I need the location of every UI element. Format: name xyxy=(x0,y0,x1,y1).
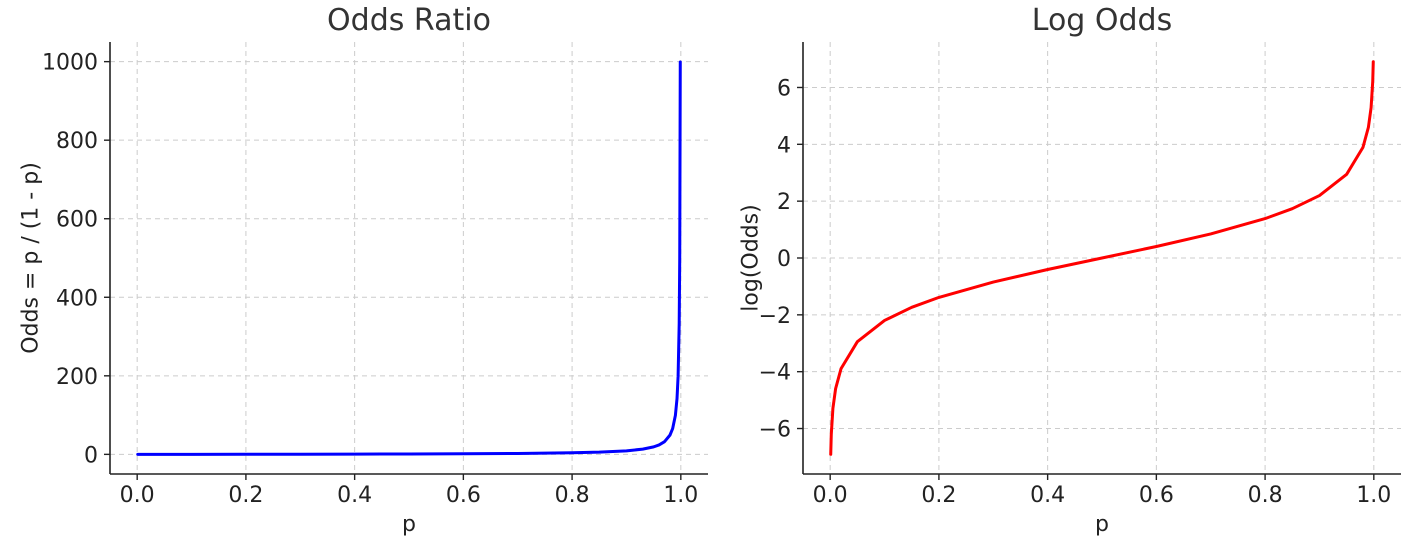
y-tick-label: 6 xyxy=(777,76,791,101)
x-tick-label: 0.0 xyxy=(120,483,155,508)
x-tick-label: 0.6 xyxy=(1139,483,1174,508)
chart-title: Odds Ratio xyxy=(327,3,491,38)
y-tick-label: 600 xyxy=(56,208,98,233)
x-tick-label: 0.2 xyxy=(921,483,956,508)
odds-ratio-chart: 0.0 0.2 0.4 0.6 0.8 1.0 0 200 400 600 800 1000 Odds … xyxy=(19,3,708,537)
x-tick-label: 1.0 xyxy=(1356,483,1391,508)
series-line xyxy=(136,60,682,456)
x-axis-label: p xyxy=(402,512,416,537)
x-tick-label: 0.2 xyxy=(228,483,263,508)
y-tick-label: 4 xyxy=(777,133,791,158)
x-tick-label: 0.4 xyxy=(1030,483,1065,508)
x-tick-label: 1.0 xyxy=(663,483,698,508)
y-tick-label: 200 xyxy=(56,365,98,390)
y-tick-label: −4 xyxy=(759,361,791,386)
y-tick-label: 0 xyxy=(777,247,791,272)
x-tick-label: 0.4 xyxy=(337,483,372,508)
x-axis-label: p xyxy=(1095,512,1109,537)
y-tick-label: 1000 xyxy=(42,51,98,76)
chart-title: Log Odds xyxy=(1032,3,1172,38)
series-line xyxy=(829,60,1375,456)
y-tick-label: 400 xyxy=(56,286,98,311)
y-tick-label: 0 xyxy=(84,443,98,468)
y-axis-label: log(Odds) xyxy=(739,204,764,311)
y-tick-label: 2 xyxy=(777,190,791,215)
x-tick-label: 0.0 xyxy=(813,483,848,508)
x-tick-label: 0.8 xyxy=(555,483,590,508)
x-tick-label: 0.8 xyxy=(1248,483,1283,508)
y-tick-label: 800 xyxy=(56,129,98,154)
y-axis-label: Odds = p / (1 - p) xyxy=(19,162,44,354)
x-tick-label: 0.6 xyxy=(446,483,481,508)
y-tick-label: −6 xyxy=(759,418,791,443)
y-tick-label: −2 xyxy=(759,304,791,329)
log-odds-chart: 0.0 0.2 0.4 0.6 0.8 1.0 −6 −4 −2 0 2 4 6 Log Odds p log… xyxy=(739,3,1401,537)
